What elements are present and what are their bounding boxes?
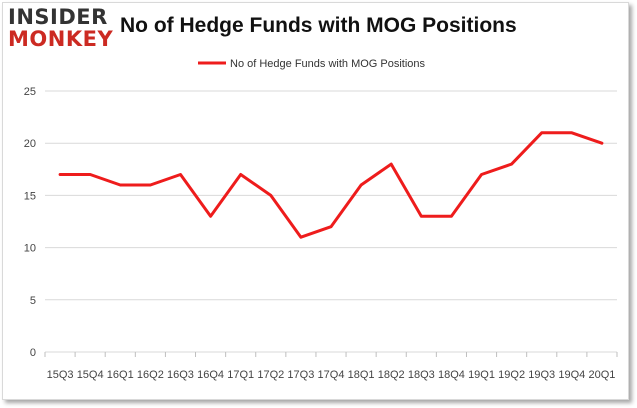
x-tick-label: 17Q3 <box>287 369 314 381</box>
x-tick-label: 17Q4 <box>318 369 345 381</box>
x-tick-label: 16Q4 <box>197 369 224 381</box>
data-point <box>299 235 303 239</box>
x-tick-label: 16Q2 <box>137 369 164 381</box>
series-line <box>58 131 604 239</box>
x-tick-label: 16Q3 <box>167 369 194 381</box>
data-point <box>239 173 242 176</box>
data-point <box>510 162 513 166</box>
insider-monkey-logo: INSIDER MONKEY <box>8 6 118 54</box>
data-point <box>179 173 182 176</box>
x-tick-label: 18Q2 <box>378 369 405 381</box>
x-tick-label: 17Q2 <box>257 369 284 381</box>
data-point <box>600 142 604 145</box>
data-point <box>390 162 393 166</box>
data-point <box>149 183 152 187</box>
x-tick-label: 15Q3 <box>47 369 74 381</box>
logo-line-2: MONKEY <box>8 27 114 51</box>
data-point <box>329 225 333 228</box>
y-tick-label: 25 <box>24 86 36 98</box>
x-tick-label: 17Q1 <box>227 369 254 381</box>
chart-title: No of Hedge Funds with MOG Positions <box>120 14 517 37</box>
x-tick-label: 18Q1 <box>348 369 375 381</box>
x-tick-label: 19Q1 <box>468 369 495 381</box>
data-point <box>450 215 453 218</box>
x-tick-label: 19Q4 <box>558 369 585 381</box>
data-point <box>58 173 62 176</box>
legend-label: No of Hedge Funds with MOG Positions <box>230 58 426 70</box>
x-tick-label: 19Q3 <box>528 369 555 381</box>
data-point <box>359 183 363 187</box>
chart-frame <box>2 2 629 400</box>
x-tick-label: 19Q2 <box>498 369 525 381</box>
y-tick-label: 15 <box>24 190 36 202</box>
x-tick-label: 18Q3 <box>408 369 435 381</box>
x-tick-label: 16Q1 <box>107 369 134 381</box>
data-point <box>570 131 574 134</box>
x-tick-label: 15Q4 <box>77 369 104 381</box>
data-point <box>420 215 423 218</box>
data-point <box>269 194 272 197</box>
y-tick-label: 0 <box>30 347 36 359</box>
y-tick-label: 20 <box>24 138 36 150</box>
y-tick-label: 10 <box>24 243 36 255</box>
data-point <box>119 183 122 187</box>
data-point <box>480 173 483 176</box>
logo-line-1: INSIDER <box>8 5 108 29</box>
y-tick-label: 5 <box>30 295 36 307</box>
data-point <box>540 131 543 134</box>
data-point <box>88 173 92 176</box>
x-tick-label: 20Q1 <box>588 369 615 381</box>
x-tick-label: 18Q4 <box>438 369 465 381</box>
data-point <box>209 215 212 218</box>
